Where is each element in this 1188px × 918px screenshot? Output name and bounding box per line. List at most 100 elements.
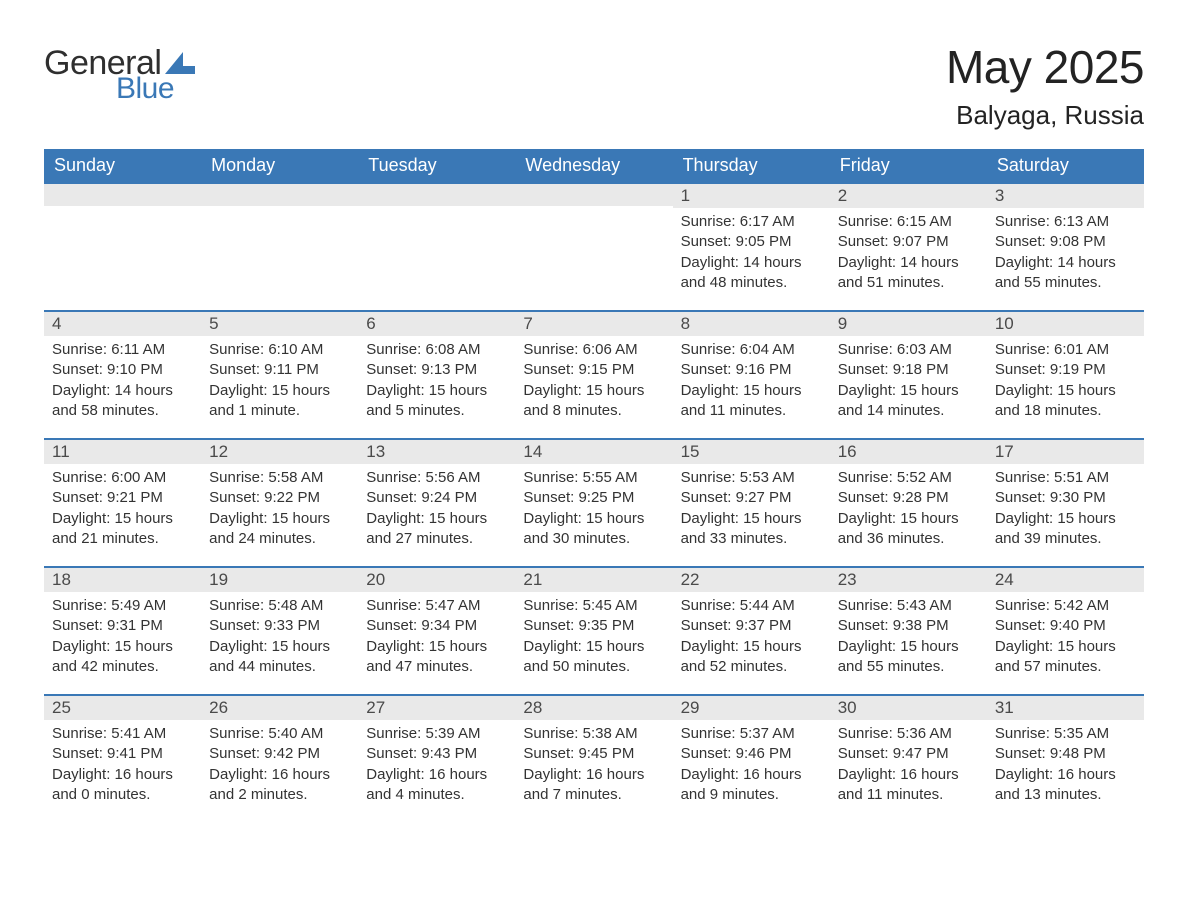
calendar-week-row: 11Sunrise: 6:00 AMSunset: 9:21 PMDayligh… (44, 439, 1144, 567)
weekday-header: Tuesday (358, 149, 515, 183)
brand-part2: Blue (116, 74, 195, 104)
sunset-text: Sunset: 9:08 PM (995, 232, 1136, 252)
day-details: Sunrise: 6:11 AMSunset: 9:10 PMDaylight:… (44, 336, 201, 427)
calendar-body: 1Sunrise: 6:17 AMSunset: 9:05 PMDaylight… (44, 183, 1144, 823)
calendar-week-row: 18Sunrise: 5:49 AMSunset: 9:31 PMDayligh… (44, 567, 1144, 695)
day-details: Sunrise: 5:36 AMSunset: 9:47 PMDaylight:… (830, 720, 987, 811)
day-details: Sunrise: 5:42 AMSunset: 9:40 PMDaylight:… (987, 592, 1144, 683)
calendar-day-cell: 29Sunrise: 5:37 AMSunset: 9:46 PMDayligh… (673, 695, 830, 823)
day-number: 16 (830, 440, 987, 464)
sunset-text: Sunset: 9:38 PM (838, 616, 979, 636)
day-number: 1 (673, 184, 830, 208)
day-details: Sunrise: 6:01 AMSunset: 9:19 PMDaylight:… (987, 336, 1144, 427)
calendar-day-cell: 8Sunrise: 6:04 AMSunset: 9:16 PMDaylight… (673, 311, 830, 439)
day-details: Sunrise: 6:13 AMSunset: 9:08 PMDaylight:… (987, 208, 1144, 299)
day-details: Sunrise: 5:48 AMSunset: 9:33 PMDaylight:… (201, 592, 358, 683)
daylight-text: Daylight: 14 hours and 58 minutes. (52, 381, 193, 422)
day-number: 5 (201, 312, 358, 336)
sunset-text: Sunset: 9:24 PM (366, 488, 507, 508)
calendar-day-cell (44, 183, 201, 311)
daylight-text: Daylight: 15 hours and 11 minutes. (681, 381, 822, 422)
daylight-text: Daylight: 14 hours and 55 minutes. (995, 253, 1136, 294)
daylight-text: Daylight: 15 hours and 18 minutes. (995, 381, 1136, 422)
day-details: Sunrise: 6:03 AMSunset: 9:18 PMDaylight:… (830, 336, 987, 427)
sunset-text: Sunset: 9:33 PM (209, 616, 350, 636)
sunrise-text: Sunrise: 6:08 AM (366, 340, 507, 360)
sunrise-text: Sunrise: 5:47 AM (366, 596, 507, 616)
day-number: 8 (673, 312, 830, 336)
header-bar: General Blue May 2025 Balyaga, Russia (44, 40, 1144, 131)
calendar-week-row: 25Sunrise: 5:41 AMSunset: 9:41 PMDayligh… (44, 695, 1144, 823)
calendar-week-row: 4Sunrise: 6:11 AMSunset: 9:10 PMDaylight… (44, 311, 1144, 439)
daylight-text: Daylight: 15 hours and 47 minutes. (366, 637, 507, 678)
day-details (201, 206, 358, 216)
day-details: Sunrise: 5:43 AMSunset: 9:38 PMDaylight:… (830, 592, 987, 683)
weekday-header: Monday (201, 149, 358, 183)
day-number: 14 (515, 440, 672, 464)
calendar-day-cell: 27Sunrise: 5:39 AMSunset: 9:43 PMDayligh… (358, 695, 515, 823)
sunset-text: Sunset: 9:37 PM (681, 616, 822, 636)
calendar-day-cell: 14Sunrise: 5:55 AMSunset: 9:25 PMDayligh… (515, 439, 672, 567)
daylight-text: Daylight: 16 hours and 11 minutes. (838, 765, 979, 806)
sunset-text: Sunset: 9:05 PM (681, 232, 822, 252)
daylight-text: Daylight: 14 hours and 51 minutes. (838, 253, 979, 294)
sunset-text: Sunset: 9:41 PM (52, 744, 193, 764)
day-details: Sunrise: 5:55 AMSunset: 9:25 PMDaylight:… (515, 464, 672, 555)
day-number: 7 (515, 312, 672, 336)
sunrise-text: Sunrise: 5:49 AM (52, 596, 193, 616)
sunset-text: Sunset: 9:13 PM (366, 360, 507, 380)
day-number: 3 (987, 184, 1144, 208)
day-number: 22 (673, 568, 830, 592)
sunset-text: Sunset: 9:16 PM (681, 360, 822, 380)
sunrise-text: Sunrise: 6:00 AM (52, 468, 193, 488)
day-number: 6 (358, 312, 515, 336)
day-number: 15 (673, 440, 830, 464)
weekday-header: Wednesday (515, 149, 672, 183)
sunset-text: Sunset: 9:46 PM (681, 744, 822, 764)
day-number: 13 (358, 440, 515, 464)
weekday-header: Sunday (44, 149, 201, 183)
calendar-week-row: 1Sunrise: 6:17 AMSunset: 9:05 PMDaylight… (44, 183, 1144, 311)
daylight-text: Daylight: 15 hours and 1 minute. (209, 381, 350, 422)
daylight-text: Daylight: 16 hours and 2 minutes. (209, 765, 350, 806)
day-details: Sunrise: 5:38 AMSunset: 9:45 PMDaylight:… (515, 720, 672, 811)
sunrise-text: Sunrise: 6:13 AM (995, 212, 1136, 232)
sunset-text: Sunset: 9:47 PM (838, 744, 979, 764)
calendar-day-cell: 4Sunrise: 6:11 AMSunset: 9:10 PMDaylight… (44, 311, 201, 439)
sunset-text: Sunset: 9:11 PM (209, 360, 350, 380)
day-details: Sunrise: 6:08 AMSunset: 9:13 PMDaylight:… (358, 336, 515, 427)
day-details: Sunrise: 5:49 AMSunset: 9:31 PMDaylight:… (44, 592, 201, 683)
daylight-text: Daylight: 16 hours and 0 minutes. (52, 765, 193, 806)
day-number: 30 (830, 696, 987, 720)
location-label: Balyaga, Russia (946, 100, 1144, 131)
day-number: 17 (987, 440, 1144, 464)
day-number (201, 184, 358, 206)
day-details (358, 206, 515, 216)
sunset-text: Sunset: 9:43 PM (366, 744, 507, 764)
calendar-day-cell: 22Sunrise: 5:44 AMSunset: 9:37 PMDayligh… (673, 567, 830, 695)
daylight-text: Daylight: 15 hours and 52 minutes. (681, 637, 822, 678)
day-details: Sunrise: 5:37 AMSunset: 9:46 PMDaylight:… (673, 720, 830, 811)
sunrise-text: Sunrise: 5:45 AM (523, 596, 664, 616)
sunset-text: Sunset: 9:25 PM (523, 488, 664, 508)
weekday-header: Friday (830, 149, 987, 183)
day-number: 21 (515, 568, 672, 592)
day-number: 31 (987, 696, 1144, 720)
sunrise-text: Sunrise: 5:53 AM (681, 468, 822, 488)
daylight-text: Daylight: 15 hours and 57 minutes. (995, 637, 1136, 678)
daylight-text: Daylight: 15 hours and 14 minutes. (838, 381, 979, 422)
day-details: Sunrise: 5:58 AMSunset: 9:22 PMDaylight:… (201, 464, 358, 555)
sunset-text: Sunset: 9:42 PM (209, 744, 350, 764)
calendar-day-cell: 7Sunrise: 6:06 AMSunset: 9:15 PMDaylight… (515, 311, 672, 439)
daylight-text: Daylight: 15 hours and 21 minutes. (52, 509, 193, 550)
day-number: 25 (44, 696, 201, 720)
day-number: 11 (44, 440, 201, 464)
day-details: Sunrise: 5:53 AMSunset: 9:27 PMDaylight:… (673, 464, 830, 555)
calendar-day-cell (515, 183, 672, 311)
calendar-day-cell: 12Sunrise: 5:58 AMSunset: 9:22 PMDayligh… (201, 439, 358, 567)
sunset-text: Sunset: 9:19 PM (995, 360, 1136, 380)
sunrise-text: Sunrise: 5:40 AM (209, 724, 350, 744)
sunset-text: Sunset: 9:18 PM (838, 360, 979, 380)
calendar-day-cell: 3Sunrise: 6:13 AMSunset: 9:08 PMDaylight… (987, 183, 1144, 311)
day-details (515, 206, 672, 216)
